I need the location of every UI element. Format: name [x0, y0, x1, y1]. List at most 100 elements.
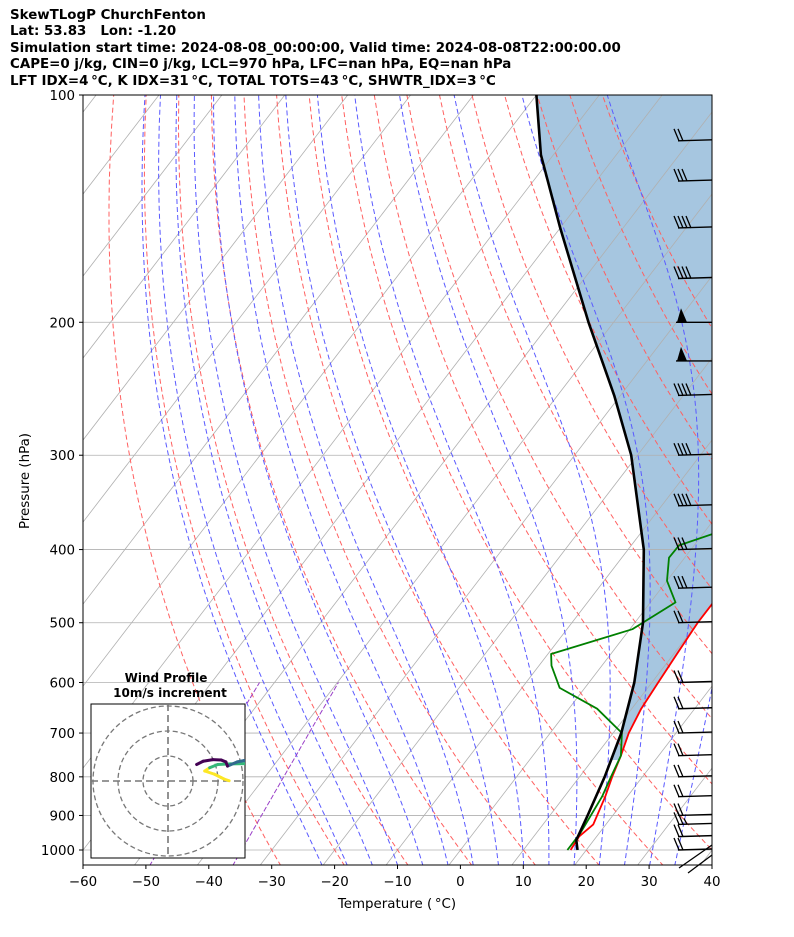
- barb-feather: [673, 537, 680, 550]
- barb-feather: [677, 610, 684, 623]
- moist-adiabat-line: [285, 95, 499, 865]
- isotherm-line: [83, 95, 223, 277]
- isotherm-line: [385, 439, 712, 865]
- isotherm-line: [322, 357, 712, 865]
- x-tick-label: 20: [578, 875, 595, 890]
- title-line: CAPE=0 j/kg, CIN=0 j/kg, LCL=970 hPa, LF…: [10, 57, 512, 73]
- wind-barb: [676, 346, 712, 362]
- barb-feather: [677, 720, 684, 734]
- barb-feather: [685, 493, 692, 507]
- barb-feather: [673, 168, 680, 182]
- barb-staff: [677, 586, 713, 589]
- barb-feather: [673, 670, 680, 683]
- barb-feather: [681, 493, 688, 507]
- wind-barbs: [673, 128, 713, 874]
- isotherm-line: [83, 95, 537, 687]
- x-tick-label: −10: [383, 875, 411, 890]
- x-tick-label: −50: [132, 875, 160, 890]
- wind-barb: [673, 610, 713, 624]
- barb-feather: [673, 696, 680, 709]
- barb-feather: [673, 784, 680, 797]
- y-tick-label: 200: [49, 316, 75, 331]
- barb-feather: [677, 743, 684, 756]
- parcel-line: [535, 95, 646, 851]
- mixing-ratio-line: [232, 682, 339, 865]
- wind-barb: [673, 266, 713, 280]
- dry-adiabat-line: [308, 95, 664, 865]
- barb-feather: [673, 610, 680, 623]
- y-tick-label: 1000: [41, 844, 75, 859]
- barb-feather: [677, 575, 684, 589]
- moist-adiabat-line: [316, 95, 525, 865]
- axes-layer: −60 −50 −40 −30 −20 −10 0 10 20 30 40 1000 900 800 700…: [41, 89, 721, 890]
- barb-feather: [677, 837, 684, 851]
- dry-adiabat-line: [406, 95, 712, 720]
- barb-staff: [677, 834, 713, 838]
- title-line: Lat: 53.83 Lon: -1.20: [10, 24, 177, 40]
- barb-staff: [677, 775, 713, 778]
- barb-feather: [681, 442, 688, 456]
- moist-adiabat-line: [453, 95, 611, 865]
- barb-feather: [677, 383, 684, 396]
- x-tick-label: −60: [69, 875, 97, 890]
- barb-staff: [677, 731, 713, 734]
- barb-feather: [685, 442, 692, 456]
- barb-feather: [673, 215, 680, 229]
- adiabat-lines: [108, 95, 712, 865]
- isotherm-line: [83, 95, 97, 113]
- barb-feather: [677, 537, 684, 550]
- wind-barb: [673, 128, 713, 142]
- dry-adiabat-line: [210, 95, 473, 865]
- dry-adiabat-line: [143, 95, 345, 865]
- moist-adiabat-line: [213, 95, 424, 865]
- barb-feather: [677, 784, 684, 797]
- wind-barb: [673, 442, 713, 456]
- barb-staff: [677, 453, 713, 456]
- barb-staff: [677, 753, 713, 757]
- moist-adiabat-line: [606, 95, 700, 865]
- wind-barb: [673, 537, 713, 551]
- wind-barb: [673, 383, 713, 397]
- isotherm-line: [700, 849, 712, 865]
- dry-adiabat-line: [373, 95, 712, 785]
- barb-staff: [677, 276, 713, 280]
- isotherm-line: [83, 95, 349, 441]
- hodograph-segment: [195, 759, 205, 766]
- y-tick-label: 900: [49, 809, 75, 824]
- barb-feather: [685, 266, 692, 279]
- moist-adiabat-line: [158, 95, 348, 865]
- barb-feather: [681, 575, 688, 589]
- barb-feather: [681, 383, 688, 396]
- inset-title: Wind Profile: [125, 671, 208, 685]
- x-tick-label: 0: [456, 875, 465, 890]
- barb-feather: [681, 537, 688, 550]
- barb-staff: [687, 854, 713, 874]
- barb-feather: [685, 383, 692, 396]
- dry-adiabat-line: [108, 95, 281, 865]
- wind-barb: [673, 696, 713, 710]
- barb-feather: [673, 812, 680, 825]
- inset-subtitle: 10m/s increment: [113, 686, 227, 700]
- barb-feather: [673, 764, 680, 778]
- hodograph-segment: [201, 758, 215, 763]
- sounding-profiles: [535, 95, 712, 851]
- barb-feather: [677, 803, 684, 816]
- barb-staff: [677, 707, 713, 710]
- barb-pennant: [677, 308, 687, 323]
- wind-barb: [673, 784, 713, 798]
- barb-feather: [673, 720, 680, 734]
- y-axis-label: Pressure (hPa): [18, 433, 33, 529]
- barb-feather: [677, 493, 684, 507]
- moist-adiabat-line: [399, 95, 578, 865]
- wind-barb: [673, 575, 713, 589]
- y-tick-label: 500: [49, 617, 75, 632]
- barb-feather: [673, 493, 680, 507]
- x-tick-label: −30: [258, 875, 286, 890]
- barb-staff: [677, 621, 713, 624]
- wind-barb: [673, 670, 713, 684]
- y-tick-label: 600: [49, 677, 75, 692]
- barb-staff: [677, 504, 713, 507]
- barb-feather: [673, 383, 680, 396]
- wind-barb: [673, 168, 713, 182]
